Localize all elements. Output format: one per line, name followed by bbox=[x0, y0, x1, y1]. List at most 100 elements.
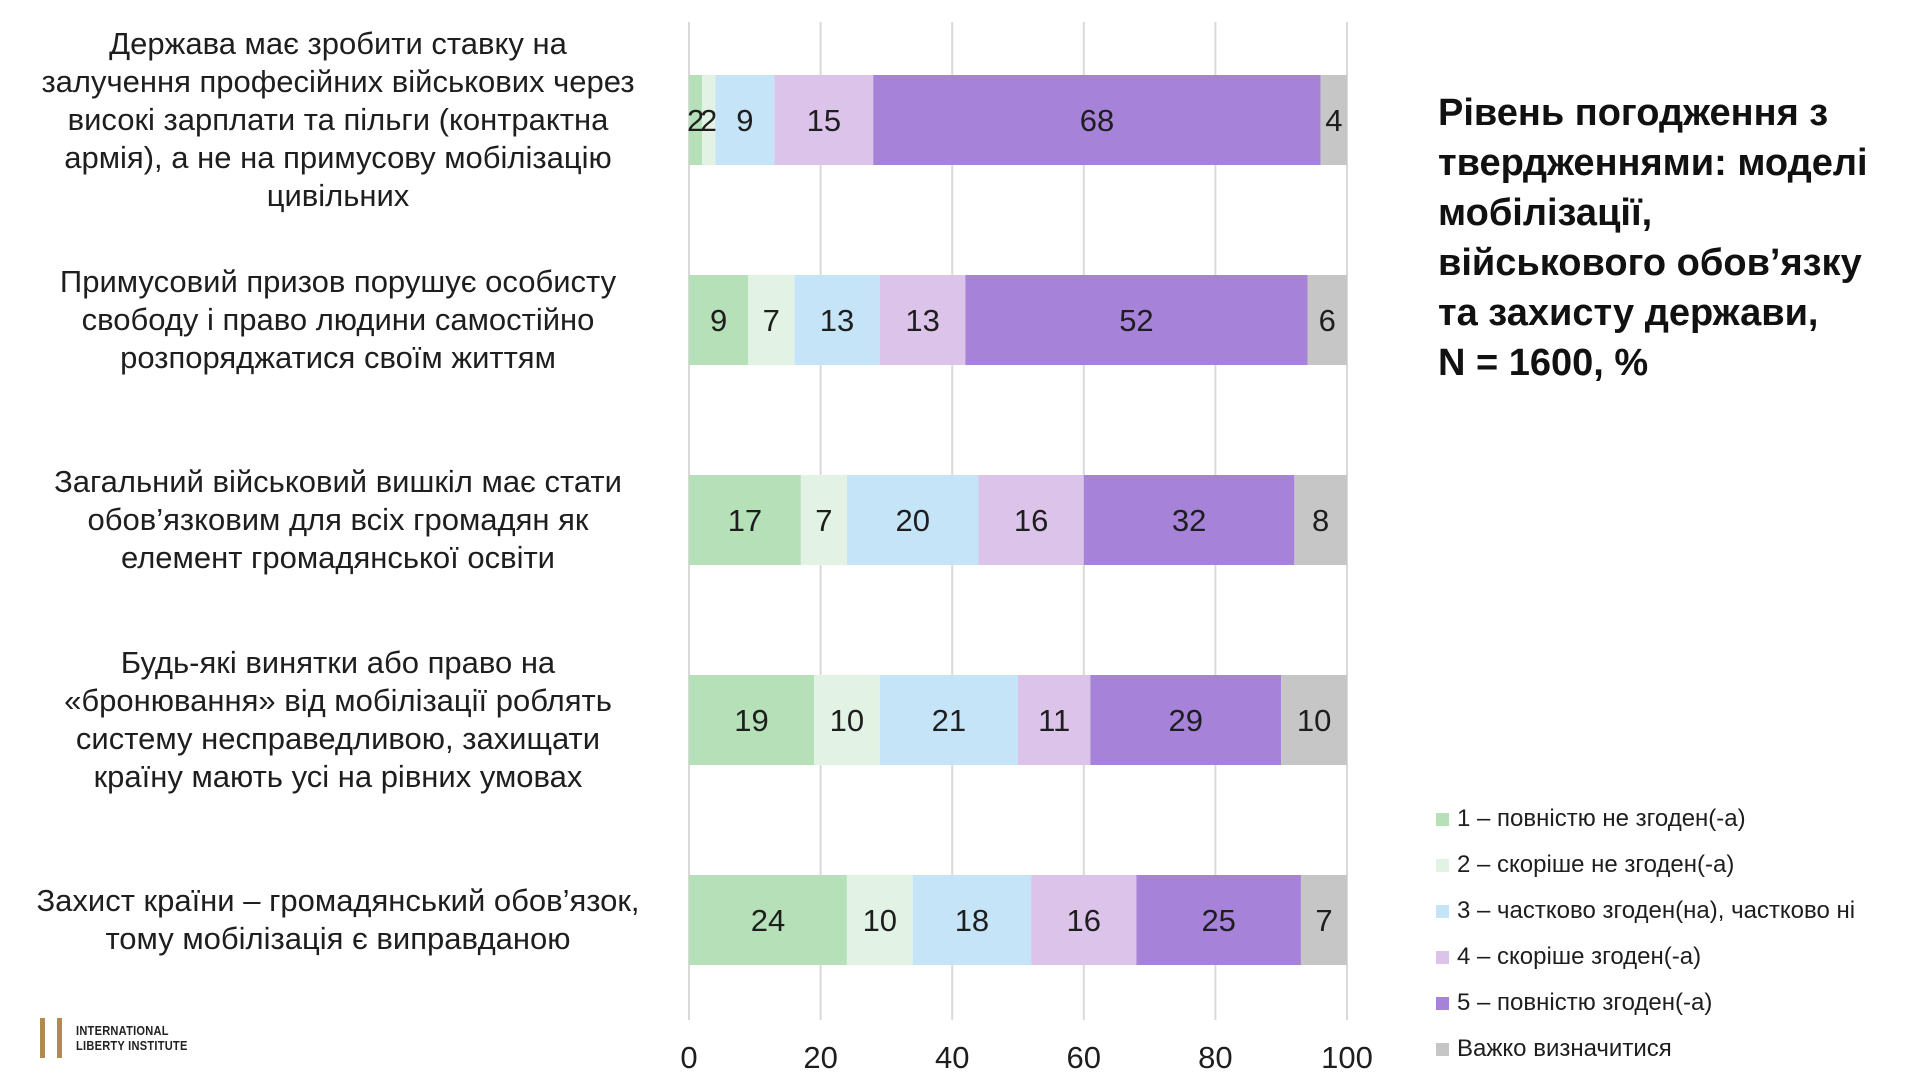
legend-label: 3 – частково згоден(на), частково ні bbox=[1457, 897, 1856, 924]
data-label: 13 bbox=[820, 303, 854, 338]
bar-segment bbox=[1307, 275, 1347, 365]
data-label: 10 bbox=[863, 903, 897, 938]
category-label: Будь-які винятки або право на «бронюванн… bbox=[64, 645, 612, 794]
bar-segment bbox=[1136, 875, 1301, 965]
data-label: 20 bbox=[895, 503, 929, 538]
legend-item: 1 – повністю не згоден(-а) bbox=[1436, 796, 1855, 842]
x-tick-label: 40 bbox=[935, 1040, 969, 1075]
category-label: Держава має зробити ставку на залучення … bbox=[41, 26, 635, 213]
x-tick-label: 0 bbox=[680, 1040, 697, 1075]
bar-segment bbox=[774, 75, 874, 165]
bar-segment bbox=[1083, 475, 1295, 565]
legend-item: 3 – частково згоден(на), частково ні bbox=[1436, 888, 1855, 934]
data-label: 7 bbox=[1315, 903, 1332, 938]
legend-swatch bbox=[1436, 904, 1449, 918]
legend-label: 4 – скоріше згоден(-а) bbox=[1457, 943, 1702, 970]
legend: 1 – повністю не згоден(-а) 2 – скоріше не… bbox=[1436, 796, 1855, 1072]
data-label: 6 bbox=[1319, 303, 1336, 338]
bar-segment bbox=[689, 475, 801, 565]
logo-line2: LIBERTY INSTITUTE bbox=[76, 1038, 188, 1053]
x-tick-label: 60 bbox=[1067, 1040, 1101, 1075]
bar-segment bbox=[912, 875, 1032, 965]
data-label: 4 bbox=[1325, 103, 1342, 138]
legend-item: 4 – скоріше згоден(-а) bbox=[1436, 934, 1855, 980]
data-label: 17 bbox=[728, 503, 762, 538]
data-label: 21 bbox=[932, 703, 966, 738]
bar-segment bbox=[715, 75, 775, 165]
data-label: 24 bbox=[751, 903, 785, 938]
legend-label: 1 – повністю не згоден(-а) bbox=[1457, 805, 1746, 832]
x-tick-label: 100 bbox=[1321, 1040, 1373, 1075]
bar-segment bbox=[748, 275, 795, 365]
data-label: 19 bbox=[734, 703, 768, 738]
legend-swatch bbox=[1436, 812, 1449, 826]
bar-segment bbox=[1281, 675, 1347, 765]
bar-segment bbox=[1300, 875, 1347, 965]
x-tick-label: 80 bbox=[1198, 1040, 1232, 1075]
title-line: N = 1600, % bbox=[1438, 342, 1649, 384]
title-line: та захисту держави, bbox=[1438, 292, 1819, 334]
data-label: 52 bbox=[1119, 303, 1153, 338]
bar-segment bbox=[879, 675, 1018, 765]
bars: 22 9 15 68 49 7 13 13 52 617 7 20 16 32 819 10 21 11 29 102… bbox=[687, 75, 1347, 965]
title-line: Рівень погодження з bbox=[1438, 92, 1829, 134]
bar-segment bbox=[846, 475, 979, 565]
x-axis-ticks: 0 20 40 60 80 100 bbox=[680, 1040, 1372, 1075]
data-label: 15 bbox=[807, 103, 841, 138]
data-label: 13 bbox=[905, 303, 939, 338]
category-label: Захист країни – громадянський обов’язок,… bbox=[36, 883, 640, 956]
bar-segment bbox=[978, 475, 1084, 565]
chart-title: Рівень погодження з твердженнями: моделі м… bbox=[1438, 88, 1908, 388]
bar-segment bbox=[1018, 675, 1091, 765]
logo-icon bbox=[38, 1018, 66, 1058]
legend-swatch bbox=[1436, 858, 1449, 872]
legend-swatch bbox=[1436, 950, 1449, 964]
legend-item: 2 – скоріше не згоден(-а) bbox=[1436, 842, 1855, 888]
title-line: твердженнями: моделі bbox=[1438, 142, 1868, 184]
data-label: 16 bbox=[1067, 903, 1101, 938]
data-label: 9 bbox=[736, 103, 753, 138]
logo-line1: INTERNATIONAL bbox=[76, 1023, 169, 1038]
bar-segment bbox=[814, 675, 880, 765]
legend-label: 2 – скоріше не згоден(-а) bbox=[1457, 851, 1735, 878]
data-label: 16 bbox=[1014, 503, 1048, 538]
bar-segment bbox=[846, 875, 913, 965]
data-label: 10 bbox=[1297, 703, 1331, 738]
bar-segment bbox=[873, 75, 1321, 165]
bar-segment bbox=[689, 875, 847, 965]
bar-segment bbox=[1320, 75, 1347, 165]
bar-segment bbox=[879, 275, 966, 365]
data-label: 7 bbox=[815, 503, 832, 538]
legend-item: 5 – повністю згоден(-а) bbox=[1436, 980, 1855, 1026]
legend-label: 5 – повністю згоден(-а) bbox=[1457, 989, 1713, 1016]
bar-segment bbox=[1090, 675, 1282, 765]
category-label: Примусовий призов порушує особисту свобо… bbox=[59, 264, 617, 375]
data-label: 68 bbox=[1080, 103, 1114, 138]
legend-item: Важко визначитися bbox=[1436, 1026, 1855, 1072]
bar-segment bbox=[689, 675, 815, 765]
category-label: Загальний військовий вишкіл має стати об… bbox=[54, 464, 622, 575]
bar-segment bbox=[1031, 875, 1137, 965]
bar-segment bbox=[794, 275, 880, 365]
x-tick-label: 20 bbox=[803, 1040, 837, 1075]
title-line: мобілізації, bbox=[1438, 192, 1653, 234]
bar-segment bbox=[702, 75, 716, 165]
bar-segment bbox=[1294, 475, 1347, 565]
legend-label: Важко визначитися bbox=[1457, 1035, 1672, 1062]
data-label: 18 bbox=[955, 903, 989, 938]
bar-segment bbox=[965, 275, 1308, 365]
data-label: 2 bbox=[700, 103, 717, 138]
data-label: 29 bbox=[1169, 703, 1203, 738]
data-label: 11 bbox=[1038, 703, 1070, 738]
bar-segment bbox=[689, 275, 749, 365]
data-label: 9 bbox=[710, 303, 727, 338]
bar-segment bbox=[689, 75, 703, 165]
data-label: 32 bbox=[1172, 503, 1206, 538]
data-label: 8 bbox=[1312, 503, 1329, 538]
title-line: військового обов’язку bbox=[1438, 242, 1862, 284]
legend-swatch bbox=[1436, 996, 1449, 1010]
data-label: 7 bbox=[763, 303, 780, 338]
data-label: 10 bbox=[830, 703, 864, 738]
data-label: 2 bbox=[687, 103, 704, 138]
